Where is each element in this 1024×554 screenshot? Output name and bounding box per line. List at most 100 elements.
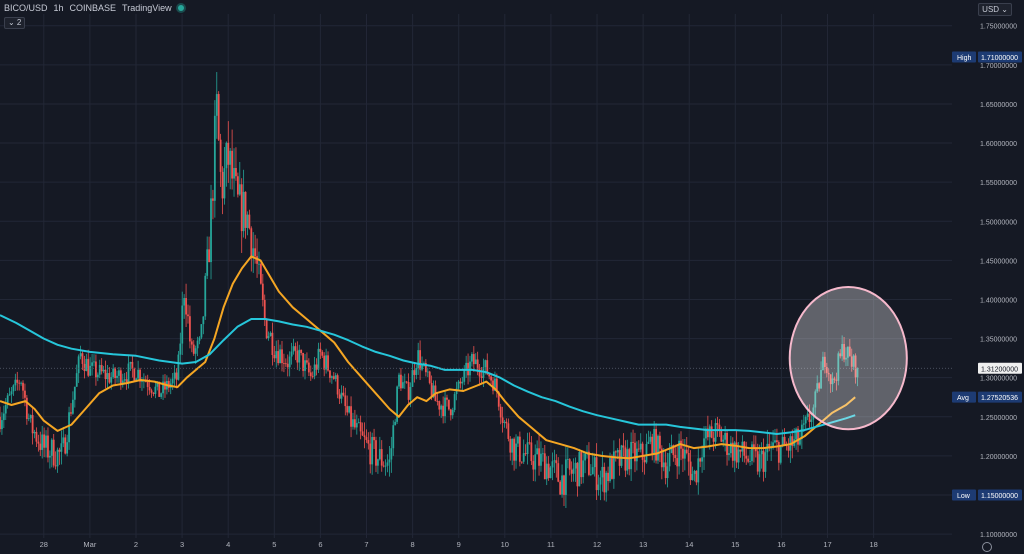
candle-body [235, 168, 237, 177]
exchange-label: COINBASE [69, 3, 117, 13]
candle-body [566, 459, 569, 461]
candle-body [540, 453, 542, 466]
candle-body [777, 442, 780, 463]
candle-body [639, 443, 642, 450]
x-tick-label: 28 [40, 540, 48, 549]
candle-body [396, 386, 398, 422]
candle-body [808, 413, 811, 422]
candle-body [91, 362, 93, 366]
candle-body [538, 448, 540, 466]
candle-body [248, 214, 251, 229]
candle-body [10, 391, 13, 395]
candle-body [81, 353, 84, 364]
candle-body [705, 428, 707, 439]
symbol-label[interactable]: BICO/USD [4, 3, 48, 13]
candle-body [64, 437, 67, 454]
candle-body [797, 428, 799, 445]
candle-body [22, 382, 24, 391]
candle-body [348, 406, 351, 413]
candle-body [0, 416, 1, 430]
candle-body [45, 435, 47, 448]
candle-body [386, 462, 389, 466]
candle-body [62, 437, 65, 444]
x-tick-label: 3 [180, 540, 184, 549]
candle-body [66, 442, 69, 454]
candle-body [835, 379, 838, 381]
candle-body [12, 385, 15, 392]
candle-body [311, 376, 314, 377]
grid [0, 14, 952, 538]
candle-body [568, 459, 571, 470]
candle-body [129, 361, 132, 364]
candle-body [438, 401, 441, 410]
candle-body [236, 176, 239, 195]
candle-body [417, 350, 420, 369]
candle-body [70, 412, 72, 414]
candle-body [749, 461, 751, 462]
candle-body [123, 379, 126, 381]
currency-select[interactable]: USD ⌄ [978, 3, 1012, 16]
candle-body [24, 390, 26, 398]
candle-body [225, 142, 228, 169]
candle-body [728, 453, 730, 455]
candle-body [670, 445, 673, 454]
x-tick-label: 4 [226, 540, 230, 549]
interval-label[interactable]: 1h [53, 3, 64, 13]
candle-body [839, 353, 842, 357]
candle-body [50, 439, 53, 456]
candle-body [651, 436, 654, 455]
candle-body [388, 459, 391, 463]
candle-body [146, 381, 149, 388]
candle-body [1, 420, 3, 430]
candle-body [580, 452, 583, 478]
candle-body [407, 382, 410, 400]
candle-body [58, 449, 61, 452]
candle-body [753, 444, 755, 449]
candle-body [35, 431, 38, 442]
settings-icon[interactable] [982, 542, 992, 552]
indicator-toggle[interactable]: ⌄ 2 [4, 17, 26, 29]
candle-body [187, 314, 189, 317]
candle-body [461, 381, 464, 384]
candle-body [139, 369, 141, 382]
candle-body [54, 465, 57, 467]
candle-body [401, 382, 404, 389]
candle-body [605, 472, 608, 493]
candle-body [637, 448, 640, 450]
candle-body [455, 388, 458, 395]
candle-body [89, 365, 92, 376]
candle-body [223, 168, 226, 199]
candle-body [816, 383, 819, 392]
candle-body [528, 442, 531, 444]
candle-body [768, 443, 771, 449]
candle-body [497, 391, 500, 407]
x-tick-label: 15 [731, 540, 739, 549]
candle-body [687, 452, 690, 462]
candle-body [682, 448, 684, 459]
x-tick-label: Mar [83, 540, 96, 549]
candle-body [75, 373, 78, 387]
candle-body [584, 453, 586, 461]
candle-body [825, 367, 828, 373]
y-tick-label: 1.70000000 [980, 63, 1017, 70]
candle-body [829, 374, 832, 385]
candle-body [833, 378, 836, 380]
candle-body [764, 452, 767, 472]
candle-body [300, 349, 303, 353]
candle-body [16, 379, 19, 383]
candle-body [271, 332, 274, 355]
candle-body [432, 385, 435, 398]
candle-body [392, 425, 395, 449]
candle-body [572, 468, 575, 474]
candle-body [108, 373, 111, 383]
candle-body [672, 445, 675, 455]
candle-body [712, 437, 715, 442]
candle-body [729, 442, 732, 454]
candle-body [818, 383, 821, 389]
x-tick-label: 18 [869, 540, 877, 549]
candle-body [795, 428, 798, 440]
x-tick-label: 11 [547, 540, 555, 549]
candle-body [814, 391, 817, 408]
candle-body [259, 263, 262, 284]
